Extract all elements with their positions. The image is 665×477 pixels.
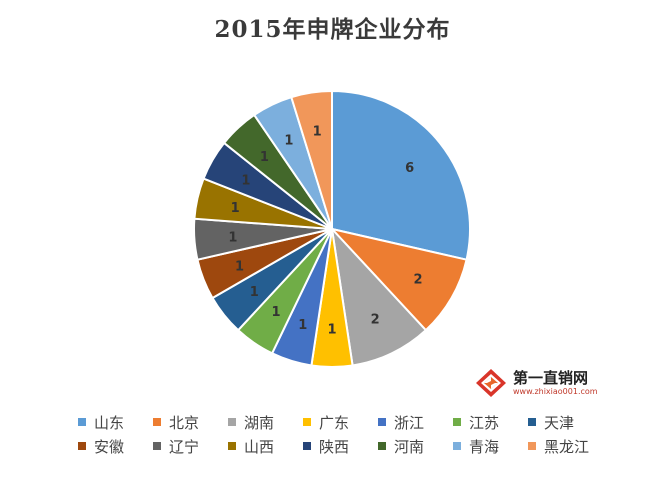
legend-label: 辽宁 [169, 437, 200, 456]
pie-data-label-8: 1 [235, 259, 244, 274]
legend-label: 青海 [469, 437, 500, 456]
legend-item: 江苏 [453, 413, 528, 432]
pie-data-label-1: 6 [405, 161, 414, 176]
watermark-url: www.zhixiao001.com [513, 386, 598, 396]
legend-label: 浙江 [394, 413, 425, 432]
legend-swatch [453, 418, 461, 426]
pie-data-label-2: 2 [414, 273, 423, 288]
legend-label: 山东 [94, 413, 125, 432]
pie-data-label-14: 1 [313, 125, 322, 140]
legend-label: 山西 [244, 437, 275, 456]
legend-label: 江苏 [469, 413, 500, 432]
pie-data-label-13: 1 [284, 133, 293, 148]
legend-item: 北京 [153, 413, 228, 432]
pie-slice-3 [330, 225, 428, 367]
pie-slice-14 [290, 89, 333, 230]
pie-data-label-9: 1 [228, 230, 237, 245]
legend-label: 北京 [169, 413, 200, 432]
watermark-name: 第一直销网 [513, 368, 589, 387]
legend-item: 广东 [303, 413, 378, 432]
legend-swatch [78, 418, 86, 426]
legend-swatch [378, 442, 386, 450]
legend-label: 陕西 [319, 437, 350, 456]
legend-swatch [153, 442, 161, 450]
pie-data-label-5: 1 [298, 318, 307, 333]
legend-item: 青海 [453, 437, 528, 456]
legend-label: 黑龙江 [544, 437, 590, 456]
legend-swatch [303, 418, 311, 426]
pie-data-label-10: 1 [231, 201, 240, 216]
legend-swatch [378, 418, 386, 426]
pie-data-label-4: 1 [327, 322, 336, 337]
legend-label: 安徽 [94, 437, 125, 456]
legend-swatch [228, 442, 236, 450]
legend-item: 安徽 [78, 437, 153, 456]
pie-slice-1 [331, 89, 471, 261]
legend-item: 陕西 [303, 437, 378, 456]
legend-item: 山西 [228, 437, 303, 456]
legend-swatch [453, 442, 461, 450]
legend-label: 广东 [319, 413, 350, 432]
legend-label: 湖南 [244, 413, 275, 432]
legend-item: 河南 [378, 437, 453, 456]
pie-data-label-3: 2 [371, 313, 380, 328]
legend-swatch [528, 418, 536, 426]
pie-slice-2 [329, 227, 468, 332]
legend-item: 辽宁 [153, 437, 228, 456]
legend-item: 黑龙江 [528, 437, 603, 456]
pie-data-label-6: 1 [272, 305, 281, 320]
legend-label: 天津 [544, 413, 575, 432]
legend-swatch [228, 418, 236, 426]
legend-swatch [78, 442, 86, 450]
legend-swatch [528, 442, 536, 450]
pie-data-label-7: 1 [250, 285, 259, 300]
legend-item: 湖南 [228, 413, 303, 432]
watermark-logo: 第一直销网 www.zhixiao001.com [474, 368, 598, 398]
legend-item: 天津 [528, 413, 603, 432]
legend-item: 山东 [78, 413, 153, 432]
legend-label: 河南 [394, 437, 425, 456]
legend-swatch [153, 418, 161, 426]
chart-legend: 山东 北京 湖南 广东 浙江 江苏 天津安徽 辽宁 山西 陕西 河南 青海 黑龙江 [78, 413, 618, 456]
chart-title: 2015年申牌企业分布 [214, 16, 451, 43]
pie-data-label-11: 1 [241, 173, 250, 188]
pie-data-label-12: 1 [260, 150, 269, 165]
legend-item: 浙江 [378, 413, 453, 432]
legend-swatch [303, 442, 311, 450]
swirl-diamond-logo-icon [476, 369, 506, 397]
